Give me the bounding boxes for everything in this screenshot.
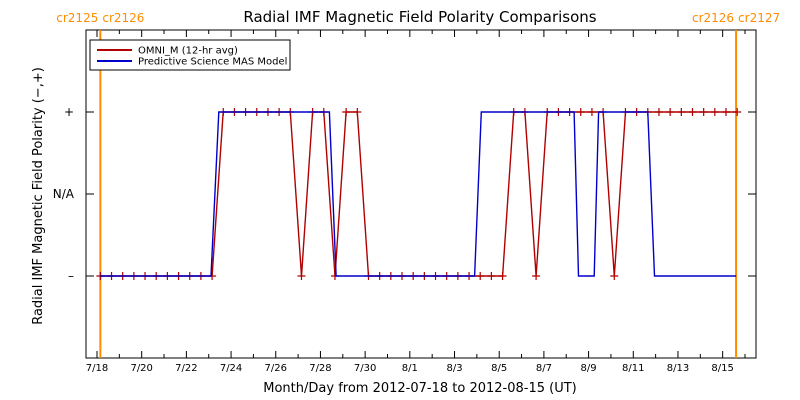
data-point-0 bbox=[666, 108, 675, 116]
data-point-0 bbox=[733, 108, 742, 116]
data-point-0 bbox=[342, 108, 351, 116]
x-tick-label: 7/26 bbox=[265, 363, 287, 374]
rotation-label-right: cr2126 bbox=[102, 11, 144, 25]
data-point-0 bbox=[710, 108, 719, 116]
x-tick-label: 8/11 bbox=[622, 363, 644, 374]
x-tick-label: 7/24 bbox=[220, 363, 242, 374]
data-point-0 bbox=[610, 272, 619, 280]
data-point-0 bbox=[487, 272, 496, 280]
y-tick-label: + bbox=[64, 105, 74, 119]
x-axis-label: Month/Day from 2012-07-18 to 2012-08-15 … bbox=[263, 381, 576, 396]
data-point-0 bbox=[587, 108, 596, 116]
x-tick-label: 8/3 bbox=[446, 363, 462, 374]
rotation-label-left: cr2126 bbox=[692, 11, 734, 25]
y-tick-label: – bbox=[68, 269, 74, 283]
data-point-0 bbox=[688, 108, 697, 116]
x-tick-label: 7/20 bbox=[130, 363, 152, 374]
data-point-0 bbox=[532, 272, 541, 280]
chart-title: Radial IMF Magnetic Field Polarity Compa… bbox=[243, 8, 596, 26]
x-tick-label: 7/28 bbox=[309, 363, 331, 374]
rotation-label-left: cr2125 bbox=[56, 11, 98, 25]
data-point-0 bbox=[699, 108, 708, 116]
x-tick-label: 8/1 bbox=[402, 363, 418, 374]
data-point-0 bbox=[576, 108, 585, 116]
legend-entry-1: Predictive Science MAS Model bbox=[138, 57, 287, 68]
plot-frame bbox=[85, 29, 757, 359]
x-tick-label: 8/15 bbox=[711, 363, 733, 374]
data-point-0 bbox=[353, 108, 362, 116]
data-point-0 bbox=[654, 108, 663, 116]
data-point-0 bbox=[722, 108, 731, 116]
data-point-0 bbox=[297, 272, 306, 280]
y-tick-label: N/A bbox=[53, 187, 75, 201]
data-point-0 bbox=[476, 272, 485, 280]
y-axis-label: Radial IMF Magnetic Field Polarity (−,+) bbox=[31, 67, 46, 325]
data-point-0 bbox=[677, 108, 686, 116]
legend-box bbox=[89, 39, 291, 71]
x-tick-label: 7/30 bbox=[354, 363, 376, 374]
series-line-1 bbox=[100, 111, 737, 277]
x-tick-label: 8/9 bbox=[581, 363, 597, 374]
rotation-label-right: cr2127 bbox=[738, 11, 780, 25]
data-point-0 bbox=[498, 272, 507, 280]
x-tick-label: 8/5 bbox=[491, 363, 507, 374]
x-tick-label: 8/13 bbox=[667, 363, 689, 374]
x-tick-label: 8/7 bbox=[536, 363, 552, 374]
x-tick-label: 7/22 bbox=[175, 363, 197, 374]
legend-entry-0: OMNI_M (12-hr avg) bbox=[138, 46, 238, 57]
series-line-0 bbox=[100, 111, 738, 277]
x-tick-label: 7/18 bbox=[86, 363, 108, 374]
